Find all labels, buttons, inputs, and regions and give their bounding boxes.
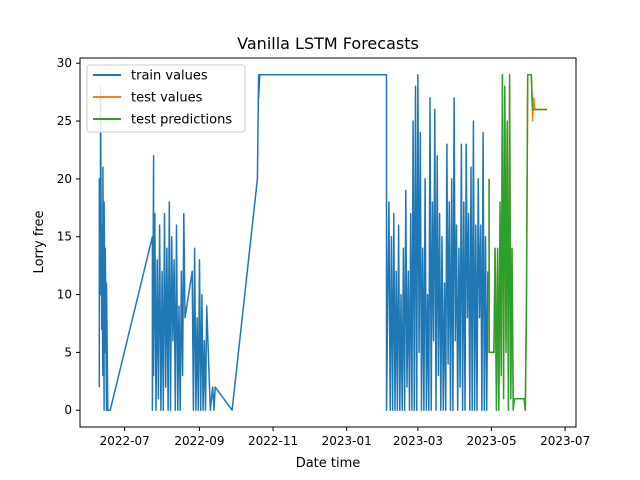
y-tick-label: 20 [57,172,72,186]
x-tick-label: 2022-09 [174,434,224,448]
legend: train values test values test predictions [86,64,246,133]
y-tick-label: 5 [64,345,72,359]
legend-frame [86,64,246,133]
y-axis-label: Lorry free [32,211,47,274]
series-layer [98,74,547,411]
legend-label: test predictions [131,113,232,128]
y-tick-label: 25 [57,114,72,128]
legend-label: test values [131,91,203,106]
plot-area [79,57,577,428]
series-line-train-values [98,74,489,411]
x-axis-label: Date time [296,456,361,471]
y-tick-label: 10 [57,288,72,302]
axes-frame [79,57,577,428]
x-tick-label: 2023-01 [322,434,372,448]
legend-label: train values [131,69,208,84]
y-tick-label: 15 [57,230,72,244]
y-axis: 0 5 10 15 20 25 30 [57,56,80,417]
x-tick-label: 2023-05 [466,434,516,448]
series-line-test-predictions [488,74,547,411]
x-axis: 2022-07 2022-09 2022-11 2023-01 2023-03 2023-… [100,427,590,448]
y-tick-label: 30 [57,56,72,70]
x-tick-label: 2023-03 [393,434,443,448]
y-tick-label: 0 [64,403,72,417]
x-tick-label: 2023-07 [540,434,590,448]
x-tick-label: 2022-07 [100,434,150,448]
x-tick-label: 2022-11 [248,434,298,448]
chart-title: Vanilla LSTM Forecasts [237,34,419,53]
